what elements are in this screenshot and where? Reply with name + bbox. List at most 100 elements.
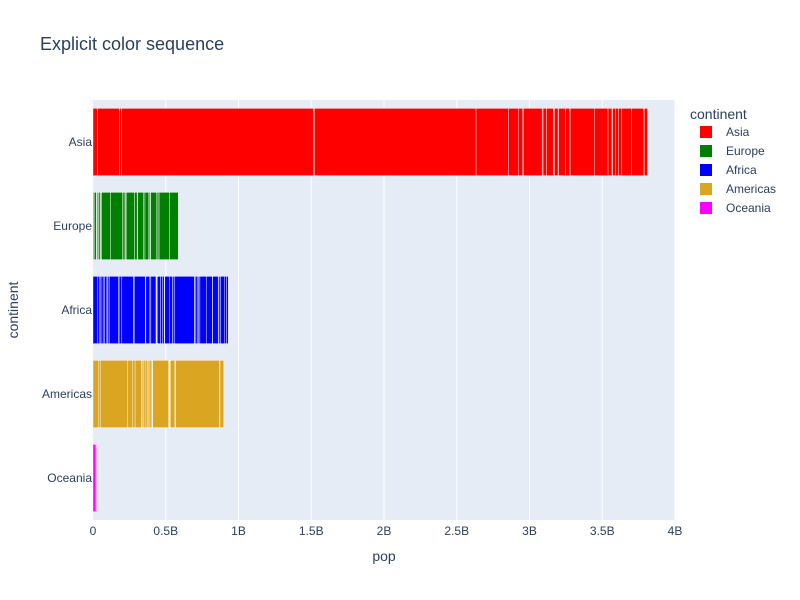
bar-segment (631, 108, 644, 176)
bar-segment (615, 108, 619, 176)
bar-segment (149, 276, 151, 344)
x-tick-label: 1.5B (299, 524, 324, 538)
bar-segment (107, 276, 110, 344)
bar-segment (137, 192, 144, 260)
legend-swatch (700, 126, 712, 138)
bar-segment (123, 192, 126, 260)
bar-segment (162, 276, 165, 344)
bar-segment (147, 360, 151, 428)
legend-items: Asia Europe Africa Americas Oceania (700, 125, 776, 215)
bars (92, 108, 648, 512)
bar-segment (150, 276, 157, 344)
bar-segment (95, 444, 97, 512)
bar-segment (618, 108, 623, 176)
bar-segment (122, 192, 125, 260)
bar-segment (220, 276, 225, 344)
bar-segment (121, 276, 134, 344)
bar-segment (141, 360, 144, 428)
bar-series (92, 360, 224, 428)
x-tick-label: 2B (377, 524, 392, 538)
legend-label: Africa (726, 163, 757, 177)
bar-series (92, 192, 179, 260)
bar-segment (132, 360, 136, 428)
bar-segment (157, 276, 161, 344)
legend-label: Oceania (726, 201, 771, 215)
bar-segment (195, 276, 198, 344)
bar-series (92, 108, 648, 176)
legend-label: Asia (726, 125, 750, 139)
bar-segment (594, 108, 609, 176)
bar-segment (92, 108, 98, 176)
bar-segment (621, 108, 632, 176)
bar-segment (144, 192, 149, 260)
bar-segment (160, 276, 163, 344)
bar-segment (175, 360, 220, 428)
x-tick-label: 3B (522, 524, 537, 538)
bar-segment (219, 360, 224, 428)
bar-segment (218, 276, 221, 344)
legend-swatch (700, 183, 712, 195)
x-axis-title: pop (372, 548, 396, 564)
bar-segment (199, 276, 207, 344)
bar-segment (169, 192, 179, 260)
bar-segment (206, 276, 213, 344)
bar-segment (169, 276, 173, 344)
x-tick-labels: 0 0.5B 1B 1.5B 2B 2.5B 3B 3.5B 4B (90, 524, 683, 538)
bar-segment (212, 276, 219, 344)
legend-swatch (700, 164, 712, 176)
bar-segment (224, 276, 227, 344)
bar-segment (565, 108, 570, 176)
bar-segment (172, 276, 176, 344)
bar-segment (92, 444, 97, 512)
bar-segment (127, 360, 133, 428)
bar-segment (475, 108, 509, 176)
y-axis-title: continent (5, 281, 21, 338)
bar-segment (125, 192, 135, 260)
legend-label: Europe (726, 144, 765, 158)
bar-segment (644, 108, 648, 176)
y-tick-label: Oceania (47, 471, 92, 485)
bar-segment (150, 192, 157, 260)
bar-segment (92, 360, 100, 428)
bar-segment (523, 108, 543, 176)
bar-segment (99, 360, 129, 428)
bar-segment (174, 276, 195, 344)
bar-segment (92, 276, 99, 344)
bar-segment (94, 192, 97, 260)
x-tick-label: 0.5B (153, 524, 178, 538)
bar-segment (143, 360, 146, 428)
bar-segment (101, 192, 111, 260)
bar-segment (607, 108, 613, 176)
x-tick-label: 3.5B (590, 524, 615, 538)
y-tick-label: Asia (69, 135, 93, 149)
bar-segment (119, 108, 122, 176)
bar-segment (134, 276, 146, 344)
bar-segment (542, 108, 547, 176)
bar-segment (508, 108, 519, 176)
y-tick-label: Americas (42, 387, 92, 401)
legend-title: continent (690, 106, 747, 122)
bar-segment (148, 192, 150, 260)
bar-series (92, 276, 229, 344)
bar-segment (170, 360, 176, 428)
bar-segment (158, 192, 170, 260)
bar-segment (110, 192, 123, 260)
bar-segment (518, 108, 523, 176)
bar-segment (152, 360, 169, 428)
bar-segment (98, 192, 101, 260)
bar-segment (143, 192, 146, 260)
bar-segment (546, 108, 554, 176)
bar-segment (569, 108, 595, 176)
y-tick-label: Europe (53, 219, 92, 233)
bar-segment (164, 276, 170, 344)
y-tick-labels: Asia Europe Africa Americas Oceania (42, 135, 92, 485)
bar-segment (145, 276, 150, 344)
bar-segment (97, 276, 100, 344)
y-tick-label: Africa (61, 303, 92, 317)
chart-title: Explicit color sequence (40, 34, 224, 54)
bar-segment (558, 108, 566, 176)
x-tick-label: 4B (668, 524, 683, 538)
legend: continent Asia Europe Africa Americas Oceani… (690, 106, 776, 215)
